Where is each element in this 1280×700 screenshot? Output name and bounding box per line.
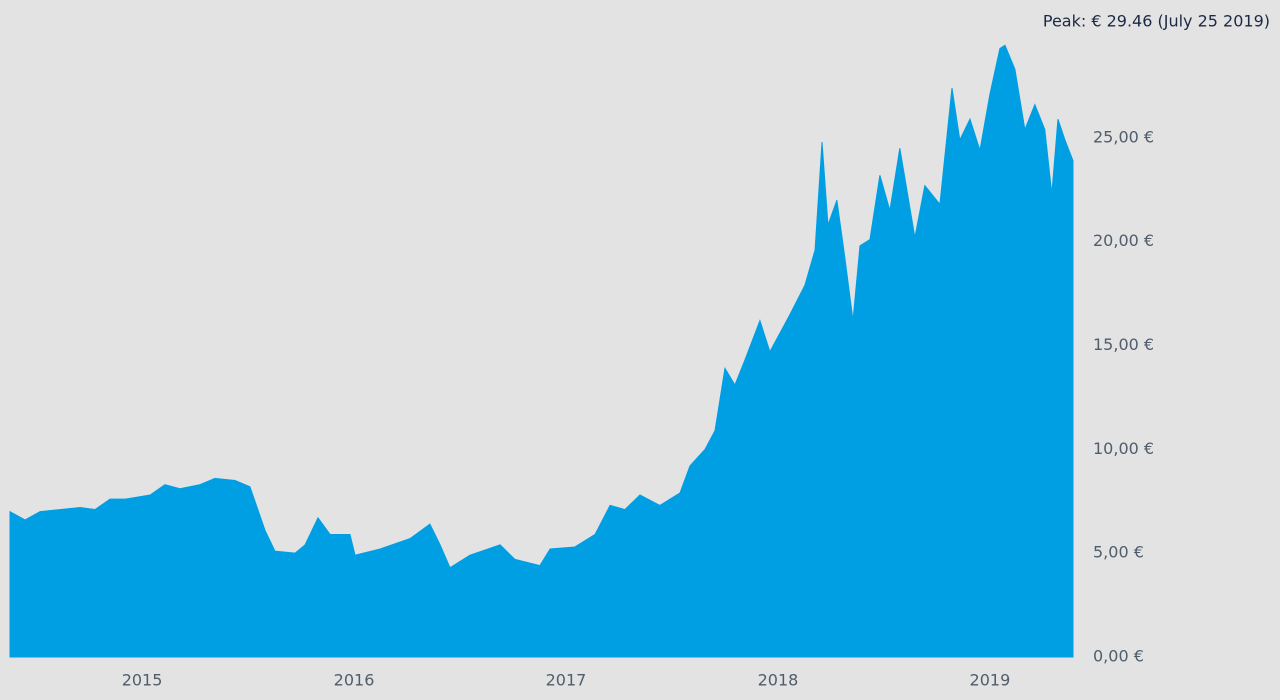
- y-tick-label: 10,00 €: [1093, 439, 1154, 458]
- peak-annotation: Peak: € 29.46 (July 25 2019): [1043, 12, 1270, 31]
- y-tick-label: 0,00 €: [1093, 647, 1144, 666]
- y-tick-label: 5,00 €: [1093, 543, 1144, 562]
- x-tick-label: 2018: [758, 671, 799, 690]
- x-tick-label: 2017: [546, 671, 587, 690]
- x-tick-label: 2015: [122, 671, 163, 690]
- y-tick-label: 20,00 €: [1093, 231, 1154, 250]
- price-area: [9, 44, 1074, 658]
- x-tick-label: 2019: [970, 671, 1011, 690]
- x-tick-label: 2016: [334, 671, 375, 690]
- y-tick-label: 25,00 €: [1093, 127, 1154, 146]
- y-tick-label: 15,00 €: [1093, 335, 1154, 354]
